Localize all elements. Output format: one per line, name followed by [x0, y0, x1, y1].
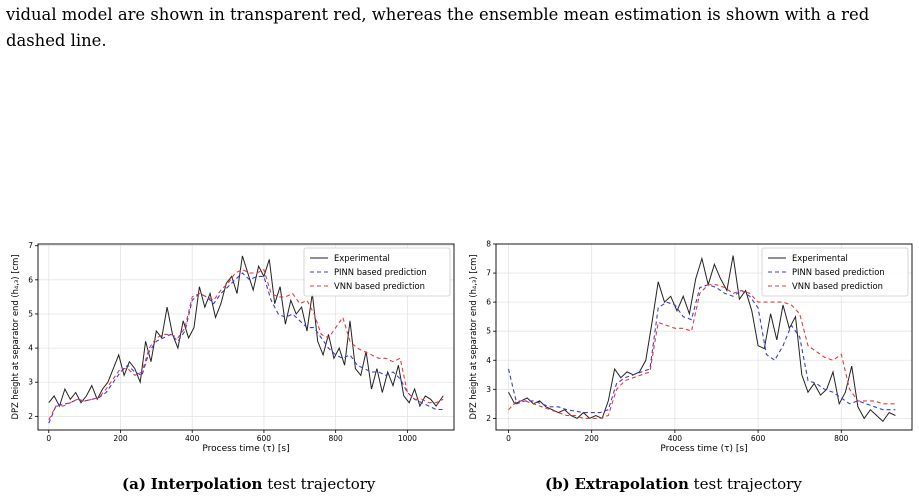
figure-a-chart: 0 200 400 600 800 1000 2 3 4 5 6 7 Process time (τ) … [10, 241, 455, 454]
fig-b-ytick-label-6: 8 [486, 240, 491, 249]
fig-b-xtick-label-0: 0 [506, 434, 511, 443]
fig-a-ylabel: DPZ height at separator end (h₄,₃) [cm] [10, 254, 20, 419]
fig-a-xtick-label-5: 1000 [398, 434, 417, 443]
fig-b-ytick-label-3: 5 [486, 327, 491, 336]
fig-b-ytick-label-4: 6 [486, 298, 491, 307]
fig-a-ytick-label-3: 5 [28, 309, 33, 318]
caption-b-bold: Extrapolation [574, 475, 689, 493]
fig-b-legend-label-2: VNN based prediction [792, 281, 883, 291]
caption-a-rest: test trajectory [267, 475, 376, 493]
body-text-line-2: dashed line. [6, 31, 107, 50]
figure-b-chart: 0 200 400 600 800 2 3 4 5 6 7 8 Process time (τ) [s]… [468, 240, 913, 454]
fig-a-ytick-label-2: 4 [28, 344, 33, 353]
fig-a-legend-label-2: VNN based prediction [334, 281, 425, 291]
caption-b: (b) Extrapolation test trajectory [545, 475, 802, 493]
fig-a-xlabel: Process time (τ) [s] [202, 444, 289, 454]
caption-a-label: (a) [122, 475, 146, 493]
fig-b-ytick-label-0: 2 [486, 414, 491, 423]
fig-b-ylabel: DPZ height at separator end (h₄,₃) [cm] [468, 254, 478, 419]
fig-b-series-vnn [508, 284, 896, 419]
fig-a-ytick-label-0: 2 [28, 412, 33, 421]
fig-a-series-pinn [48, 272, 444, 424]
fig-a-legend-label-0: Experimental [334, 253, 390, 263]
fig-b-xlabel: Process time (τ) [s] [660, 444, 747, 454]
fig-a-xtick-label-1: 200 [113, 434, 128, 443]
fig-a-xtick-label-0: 0 [46, 434, 51, 443]
fig-a-series-vnn [48, 268, 444, 421]
body-text: vidual model are shown in transparent re… [6, 2, 911, 54]
body-text-line-1: vidual model are shown in transparent re… [6, 5, 870, 24]
fig-b-series-experimental [508, 255, 896, 423]
caption-b-rest: test trajectory [693, 475, 802, 493]
fig-a-xtick-label-4: 800 [328, 434, 343, 443]
fig-b-ytick-label-5: 7 [486, 269, 491, 278]
fig-a-ytick-label-4: 6 [28, 275, 33, 284]
fig-a-xtick-label-2: 400 [185, 434, 200, 443]
fig-b-legend-label-0: Experimental [792, 253, 848, 263]
fig-b-plot-frame [495, 243, 913, 431]
fig-a-plot-frame [37, 243, 455, 431]
fig-b-legend [761, 247, 909, 297]
fig-b-ytick-label-1: 3 [486, 385, 491, 394]
fig-a-legend-label-1: PINN based prediction [334, 267, 427, 277]
fig-b-ytick-label-2: 4 [486, 356, 491, 365]
fig-b-xtick-label-4: 800 [834, 434, 849, 443]
caption-a-bold: Interpolation [150, 475, 263, 493]
fig-b-xtick-label-3: 600 [751, 434, 766, 443]
fig-a-xtick-label-3: 600 [257, 434, 272, 443]
fig-a-ytick-label-5: 7 [28, 241, 33, 250]
fig-a-legend [303, 247, 451, 297]
caption-a: (a) Interpolation test trajectory [122, 475, 375, 493]
fig-b-legend-label-1: PINN based prediction [792, 267, 885, 277]
fig-b-xtick-label-1: 200 [585, 434, 600, 443]
caption-b-label: (b) [545, 475, 570, 493]
fig-b-xtick-label-2: 400 [668, 434, 683, 443]
fig-b-series-pinn [507, 284, 896, 414]
fig-a-ytick-label-1: 3 [28, 378, 33, 387]
